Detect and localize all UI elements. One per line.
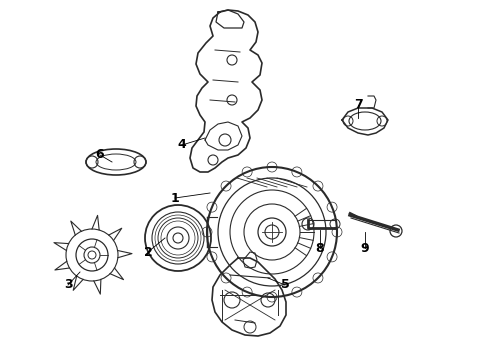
Text: 2: 2	[144, 246, 152, 258]
Text: 9: 9	[361, 242, 369, 255]
Text: 5: 5	[281, 279, 290, 292]
Text: 8: 8	[316, 242, 324, 255]
Text: 4: 4	[178, 139, 186, 152]
Text: 6: 6	[96, 148, 104, 162]
Text: 3: 3	[64, 279, 73, 292]
Text: 7: 7	[354, 99, 363, 112]
Text: 1: 1	[171, 192, 179, 204]
